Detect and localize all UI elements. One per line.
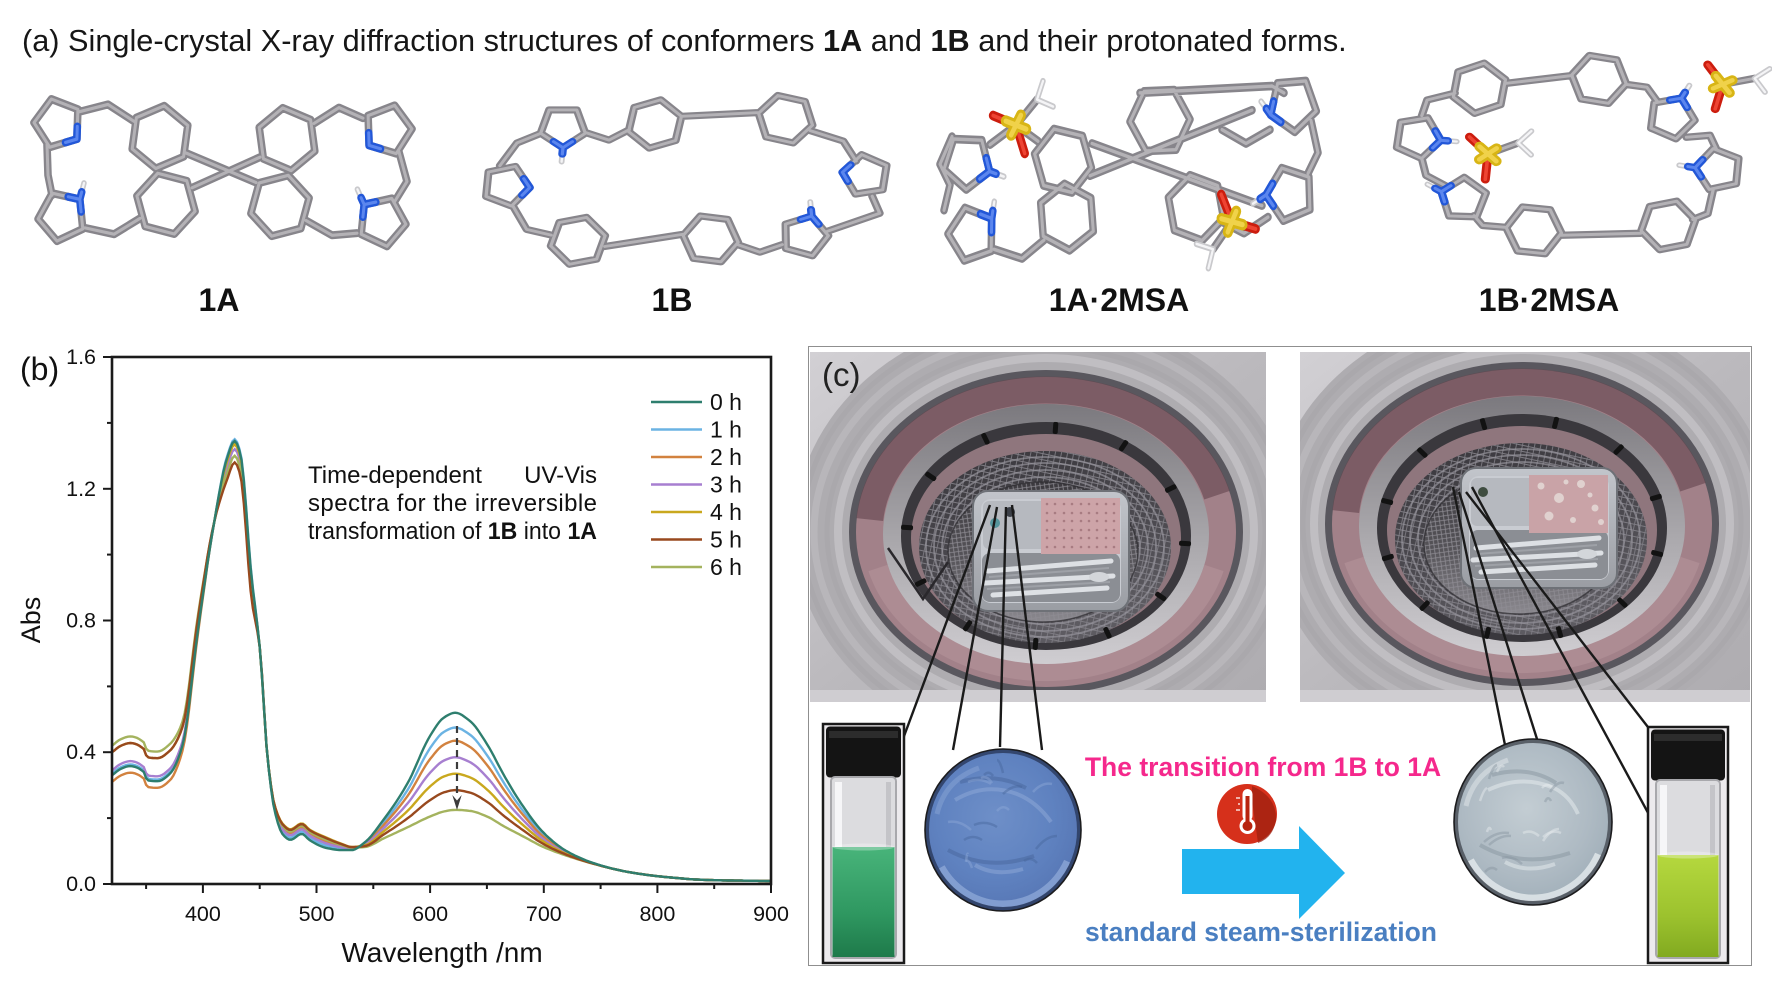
svg-text:Wavelength /nm: Wavelength /nm <box>341 937 542 968</box>
svg-text:400: 400 <box>185 902 221 926</box>
svg-text:2 h: 2 h <box>710 444 742 470</box>
svg-text:1A: 1A <box>199 282 240 318</box>
svg-text:transformation of 1B into 1A: transformation of 1B into 1A <box>308 518 597 545</box>
svg-text:UV-Vis: UV-Vis <box>524 462 597 489</box>
svg-text:900: 900 <box>753 902 789 926</box>
svg-text:3 h: 3 h <box>710 472 742 498</box>
svg-text:5 h: 5 h <box>710 527 742 553</box>
svg-text:1B: 1B <box>652 282 693 318</box>
svg-text:1A·2MSA: 1A·2MSA <box>1049 282 1189 318</box>
svg-text:800: 800 <box>639 902 675 926</box>
svg-text:Abs: Abs <box>16 597 46 644</box>
svg-text:0.4: 0.4 <box>66 740 96 764</box>
svg-text:The transition from 1B to 1A: The transition from 1B to 1A <box>1085 752 1441 782</box>
svg-text:500: 500 <box>299 902 335 926</box>
svg-text:1B·2MSA: 1B·2MSA <box>1479 282 1619 318</box>
svg-text:1.2: 1.2 <box>66 477 96 501</box>
svg-text:Time-dependent: Time-dependent <box>308 462 482 489</box>
svg-text:(b): (b) <box>20 351 59 387</box>
svg-text:1.6: 1.6 <box>66 345 96 369</box>
svg-text:spectra for the irreversible: spectra for the irreversible <box>308 490 597 517</box>
svg-text:6 h: 6 h <box>710 554 742 580</box>
svg-text:0.8: 0.8 <box>66 609 96 633</box>
svg-text:0.0: 0.0 <box>66 872 96 896</box>
svg-text:600: 600 <box>412 902 448 926</box>
svg-text:4 h: 4 h <box>710 499 742 525</box>
svg-text:700: 700 <box>526 902 562 926</box>
svg-text:0 h: 0 h <box>710 389 742 415</box>
svg-text:1 h: 1 h <box>710 417 742 443</box>
svg-text:standard steam-sterilization: standard steam-sterilization <box>1085 917 1437 947</box>
